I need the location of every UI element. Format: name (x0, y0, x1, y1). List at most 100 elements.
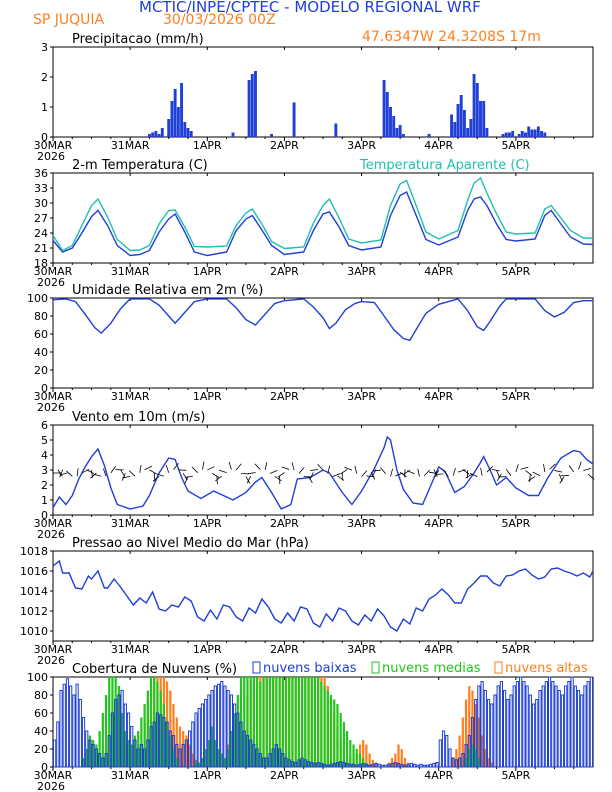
wind-arrow (122, 475, 131, 479)
cloud-bar-nuvens-baixas (233, 703, 237, 768)
x-tick-label: 30MAR (34, 265, 73, 278)
cloud-bar-nuvens-baixas (117, 694, 121, 768)
cloud-bar-nuvens-medias (114, 677, 117, 767)
cloud-bar-nuvens-medias (268, 677, 272, 767)
cloud-bar-nuvens-medias (146, 690, 149, 767)
panel-precipitation: 0 1 2 3 30MAR 31MAR 1APR 2APR 3APR 4APR 5APR 2026 Pr… (34, 32, 594, 163)
cloud-bar-nuvens-altas (178, 726, 182, 767)
cloud-bar-nuvens-medias (101, 713, 104, 767)
wind-arrow (578, 461, 582, 470)
y-tick-label: 5 (41, 434, 48, 447)
series-line-temperatura-aparente (52, 176, 593, 252)
cloud-bar-nuvens-medias (121, 713, 124, 767)
cloud-bar-nuvens-baixas (220, 681, 224, 768)
wind-arrow (491, 468, 500, 472)
cloud-bar-nuvens-medias (201, 758, 204, 767)
cloud-bar-nuvens-medias (233, 713, 236, 767)
cloud-bar-nuvens-baixas (506, 699, 510, 768)
cloud-bar-nuvens-medias (220, 753, 223, 767)
y-tick-label: 18 (34, 257, 48, 270)
cloud-bar-nuvens-baixas (384, 764, 388, 768)
cloud-bar-nuvens-baixas (204, 699, 208, 768)
x-tick-label: 5APR (501, 390, 530, 403)
wind-arrow (317, 463, 324, 471)
wind-arrow (390, 468, 393, 477)
wind-arrow (291, 462, 295, 471)
cloud-bar-nuvens-baixas (480, 681, 484, 768)
cloud-bar-nuvens-medias (82, 758, 85, 767)
cloud-bar-nuvens-baixas (368, 764, 372, 768)
wind-arrow (462, 469, 470, 475)
cloud-bar-nuvens-medias (217, 749, 220, 767)
cloud-bar-nuvens-medias (342, 722, 345, 767)
cloud-bar-nuvens-baixas (400, 763, 404, 768)
precip-bar (501, 134, 505, 137)
cloud-bar-nuvens-baixas (94, 748, 98, 768)
x-tick-label: 1APR (193, 769, 222, 782)
cloud-bar-nuvens-baixas (451, 757, 455, 768)
wind-arrow (149, 469, 157, 475)
cloud-bar-nuvens-medias (339, 713, 342, 767)
cloud-bar-nuvens-baixas (274, 744, 278, 768)
wind-arrow (407, 470, 415, 475)
cloud-bar-nuvens-medias (175, 758, 178, 767)
x-tick-label: 30MAR (34, 769, 73, 782)
cloud-bar-nuvens-altas (487, 758, 490, 767)
wind-arrow (191, 466, 198, 473)
cloud-bar-nuvens-medias (471, 744, 474, 767)
wind-arrow (139, 464, 142, 473)
cloud-bar-nuvens-baixas (326, 764, 330, 768)
panel-clouds: 0 20 40 60 80 100 30MAR 31MAR 1APR 2APR 3APR 4APR 5A… (27, 661, 594, 792)
cloud-bar-nuvens-baixas (200, 703, 205, 768)
precip-bar (382, 80, 386, 137)
cloud-bar-nuvens-medias (159, 690, 162, 767)
wind-arrow (165, 465, 170, 473)
cloud-bar-nuvens-medias (288, 677, 291, 767)
precip-bar (520, 131, 524, 137)
cloud-bar-nuvens-altas (471, 690, 474, 767)
cloud-bar-nuvens-baixas (422, 764, 426, 768)
wind-arrow (66, 470, 73, 477)
panel-frame-pressure (52, 550, 594, 642)
cloud-bar-nuvens-baixas (88, 739, 92, 768)
cloud-bar-nuvens-baixas (454, 759, 458, 768)
cloud-bar-nuvens-baixas (496, 685, 500, 768)
wind-arrow (128, 470, 136, 477)
cloud-bar-nuvens-baixas (528, 694, 532, 768)
cloud-bar-nuvens-baixas (342, 762, 346, 768)
cloud-bar-nuvens-baixas (133, 739, 137, 768)
precip-bar (189, 131, 193, 137)
cloud-bar-nuvens-baixas (249, 739, 253, 768)
cloud-bar-nuvens-medias (211, 726, 214, 767)
cloud-bar-nuvens-baixas (509, 694, 513, 768)
cloud-bar-nuvens-medias (127, 740, 130, 767)
cloud-bar-nuvens-altas (474, 704, 477, 767)
cloud-bar-nuvens-medias (243, 677, 246, 767)
panel-frame-precipitation (52, 46, 594, 138)
cloud-bar-nuvens-medias (230, 731, 233, 767)
cloud-bar-nuvens-altas (362, 740, 365, 767)
cloud-bar-nuvens-medias (329, 695, 333, 767)
y-tick-label: 0 (41, 131, 48, 144)
x-tick-label: 30MAR (34, 139, 73, 152)
wind-arrow (86, 469, 94, 474)
wind-arrow (298, 467, 305, 474)
x-tick-label: 31MAR (111, 517, 150, 530)
cloud-bar-nuvens-medias (272, 677, 275, 767)
cloud-bar-nuvens-baixas (570, 676, 574, 768)
cloud-bar-nuvens-altas (175, 717, 178, 767)
cloud-bar-nuvens-baixas (319, 762, 323, 768)
precip-bar (456, 104, 460, 137)
cloud-bar-nuvens-baixas (197, 708, 201, 768)
cloud-bar-nuvens-baixas (387, 763, 391, 768)
cloud-bar-nuvens-baixas (551, 681, 555, 768)
y-tick-label: 6 (41, 419, 48, 432)
precip-bar (485, 128, 489, 137)
cloud-bar-nuvens-medias (256, 677, 259, 767)
cloud-bar-nuvens-baixas (65, 678, 70, 768)
x-tick-label: 31MAR (111, 139, 150, 152)
x-tick-label: 3APR (347, 390, 376, 403)
x-tick-label: 5APR (501, 769, 530, 782)
cloud-bar-nuvens-baixas (435, 762, 439, 768)
cloud-bar-nuvens-baixas (229, 694, 234, 768)
